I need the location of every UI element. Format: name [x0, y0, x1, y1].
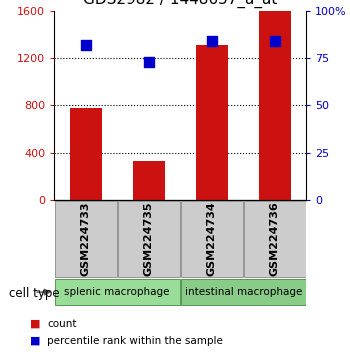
Text: cell type: cell type — [9, 287, 60, 300]
Text: GSM224734: GSM224734 — [207, 201, 217, 276]
Bar — [133, 161, 164, 200]
Point — [209, 38, 215, 44]
Text: ■: ■ — [30, 319, 40, 329]
Text: intestinal macrophage: intestinal macrophage — [184, 287, 302, 297]
Bar — [55, 279, 180, 305]
Title: GDS2982 / 1448657_a_at: GDS2982 / 1448657_a_at — [83, 0, 278, 8]
Text: count: count — [47, 319, 77, 329]
Bar — [181, 279, 306, 305]
Text: GSM224736: GSM224736 — [270, 201, 280, 276]
Text: GSM224735: GSM224735 — [144, 202, 154, 276]
Bar — [181, 201, 243, 277]
Bar — [244, 201, 306, 277]
Bar — [196, 45, 228, 200]
Point — [146, 59, 152, 64]
Text: percentile rank within the sample: percentile rank within the sample — [47, 336, 223, 346]
Point — [83, 42, 89, 47]
Point — [272, 38, 278, 44]
Text: GSM224733: GSM224733 — [81, 202, 91, 276]
Text: ■: ■ — [30, 336, 40, 346]
Bar — [118, 201, 180, 277]
Bar — [55, 201, 117, 277]
Bar — [259, 11, 290, 200]
Text: splenic macrophage: splenic macrophage — [64, 287, 170, 297]
Bar — [70, 108, 101, 200]
